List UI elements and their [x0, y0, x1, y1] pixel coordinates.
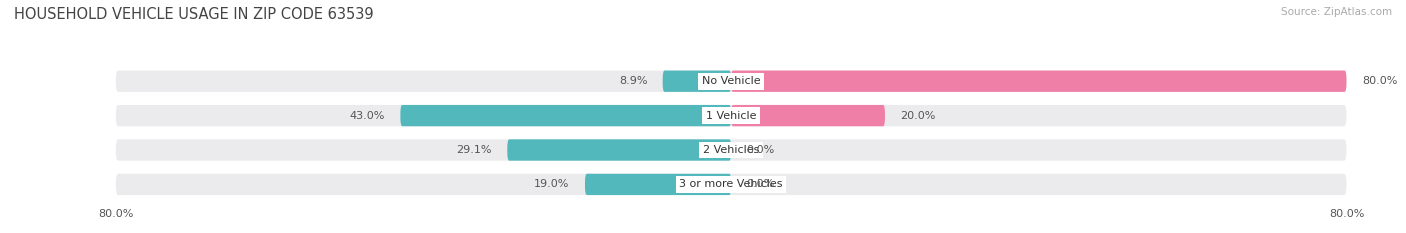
FancyBboxPatch shape: [508, 139, 731, 161]
Text: 0.0%: 0.0%: [747, 145, 775, 155]
FancyBboxPatch shape: [401, 105, 731, 126]
FancyBboxPatch shape: [115, 105, 1347, 126]
Text: 1 Vehicle: 1 Vehicle: [706, 111, 756, 121]
Text: 3 or more Vehicles: 3 or more Vehicles: [679, 179, 783, 189]
FancyBboxPatch shape: [115, 71, 1347, 92]
Text: 80.0%: 80.0%: [1362, 76, 1398, 86]
FancyBboxPatch shape: [731, 105, 884, 126]
FancyBboxPatch shape: [731, 71, 1347, 92]
Text: 43.0%: 43.0%: [350, 111, 385, 121]
Text: 0.0%: 0.0%: [747, 179, 775, 189]
FancyBboxPatch shape: [115, 174, 1347, 195]
Text: HOUSEHOLD VEHICLE USAGE IN ZIP CODE 63539: HOUSEHOLD VEHICLE USAGE IN ZIP CODE 6353…: [14, 7, 374, 22]
Text: 2 Vehicles: 2 Vehicles: [703, 145, 759, 155]
Text: 19.0%: 19.0%: [534, 179, 569, 189]
FancyBboxPatch shape: [115, 139, 1347, 161]
Text: 8.9%: 8.9%: [619, 76, 647, 86]
Text: 20.0%: 20.0%: [900, 111, 936, 121]
Text: No Vehicle: No Vehicle: [702, 76, 761, 86]
Text: Source: ZipAtlas.com: Source: ZipAtlas.com: [1281, 7, 1392, 17]
Text: 29.1%: 29.1%: [457, 145, 492, 155]
FancyBboxPatch shape: [662, 71, 731, 92]
FancyBboxPatch shape: [585, 174, 731, 195]
